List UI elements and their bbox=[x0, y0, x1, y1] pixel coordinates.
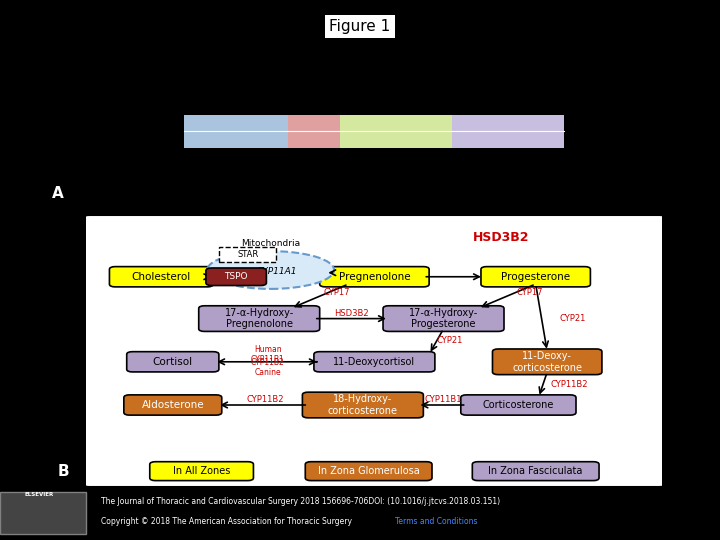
Text: In Zona Fasciculata: In Zona Fasciculata bbox=[488, 466, 583, 476]
Text: 17-α-Hydroxy-
Progesterone: 17-α-Hydroxy- Progesterone bbox=[409, 308, 478, 329]
FancyBboxPatch shape bbox=[124, 395, 222, 415]
Text: HSD3B2: HSD3B2 bbox=[473, 231, 529, 244]
FancyBboxPatch shape bbox=[84, 215, 665, 487]
Text: CYP17: CYP17 bbox=[517, 288, 543, 298]
Text: 17-α-Hydroxy-
Pregnenolone: 17-α-Hydroxy- Pregnenolone bbox=[225, 308, 294, 329]
Text: Thoracotomy: Thoracotomy bbox=[233, 73, 297, 83]
Text: T3: T3 bbox=[444, 201, 460, 211]
Text: Terms and Conditions: Terms and Conditions bbox=[395, 517, 477, 525]
Text: Anesthesia: Anesthesia bbox=[157, 73, 212, 83]
Text: STAR: STAR bbox=[237, 250, 258, 259]
Text: TSPO: TSPO bbox=[225, 272, 248, 281]
FancyBboxPatch shape bbox=[320, 267, 429, 287]
Text: Human
CYP11B1: Human CYP11B1 bbox=[251, 345, 284, 364]
Text: 0 min: 0 min bbox=[326, 161, 354, 172]
Text: B: B bbox=[58, 464, 69, 478]
Text: End Point: End Point bbox=[564, 73, 611, 83]
Text: 18-Hydroxy-
corticosterone: 18-Hydroxy- corticosterone bbox=[328, 394, 398, 416]
Text: CYP11B2: CYP11B2 bbox=[246, 395, 284, 403]
Text: Pregnenolone: Pregnenolone bbox=[338, 272, 410, 282]
FancyBboxPatch shape bbox=[0, 492, 86, 534]
Text: HSD3B2: HSD3B2 bbox=[334, 309, 369, 318]
FancyBboxPatch shape bbox=[109, 267, 213, 287]
Text: CYP17: CYP17 bbox=[324, 288, 350, 298]
Text: 120 min: 120 min bbox=[544, 161, 585, 172]
Text: CPB: CPB bbox=[330, 73, 350, 83]
FancyBboxPatch shape bbox=[383, 306, 504, 332]
FancyBboxPatch shape bbox=[314, 352, 435, 372]
FancyBboxPatch shape bbox=[127, 352, 219, 372]
FancyBboxPatch shape bbox=[472, 462, 599, 481]
FancyBboxPatch shape bbox=[461, 395, 576, 415]
Ellipse shape bbox=[207, 251, 334, 289]
Text: CYP11B1: CYP11B1 bbox=[425, 395, 462, 403]
Text: CYP11B2
Canine: CYP11B2 Canine bbox=[251, 358, 284, 377]
FancyBboxPatch shape bbox=[302, 392, 423, 418]
FancyBboxPatch shape bbox=[492, 349, 602, 375]
Text: Cholesterol: Cholesterol bbox=[132, 272, 191, 282]
Text: Copyright © 2018 The American Association for Thoracic Surgery: Copyright © 2018 The American Associatio… bbox=[101, 517, 354, 525]
Text: The Journal of Thoracic and Cardiovascular Surgery 2018 156696-706DOI: (10.1016/: The Journal of Thoracic and Cardiovascul… bbox=[101, 497, 500, 505]
Text: CYP21: CYP21 bbox=[436, 336, 462, 345]
Text: Corticosterone: Corticosterone bbox=[482, 400, 554, 410]
Text: In All Zones: In All Zones bbox=[173, 466, 230, 476]
FancyBboxPatch shape bbox=[481, 267, 590, 287]
Text: Figure 1: Figure 1 bbox=[329, 19, 391, 34]
Text: CYP11A1: CYP11A1 bbox=[256, 267, 297, 276]
Text: 60 min: 60 min bbox=[435, 161, 469, 172]
FancyBboxPatch shape bbox=[199, 306, 320, 332]
FancyBboxPatch shape bbox=[288, 114, 340, 148]
FancyBboxPatch shape bbox=[150, 462, 253, 481]
Text: CYP21: CYP21 bbox=[560, 314, 586, 323]
Text: T1: T1 bbox=[176, 201, 192, 211]
Text: Aldosterone: Aldosterone bbox=[142, 400, 204, 410]
Text: CYP11B2: CYP11B2 bbox=[550, 380, 588, 389]
FancyBboxPatch shape bbox=[305, 462, 432, 481]
FancyBboxPatch shape bbox=[452, 114, 564, 148]
Text: 11-Deoxycortisol: 11-Deoxycortisol bbox=[333, 357, 415, 367]
Text: T2: T2 bbox=[332, 201, 348, 211]
Text: Mitochondria: Mitochondria bbox=[241, 239, 300, 247]
Text: Progesterone: Progesterone bbox=[501, 272, 570, 282]
FancyBboxPatch shape bbox=[219, 247, 276, 262]
FancyBboxPatch shape bbox=[340, 114, 452, 148]
FancyBboxPatch shape bbox=[206, 268, 266, 286]
Text: 11-Deoxy-
corticosterone: 11-Deoxy- corticosterone bbox=[512, 351, 582, 373]
FancyBboxPatch shape bbox=[184, 114, 288, 148]
Text: A: A bbox=[52, 186, 63, 201]
Text: In Zona Glomerulosa: In Zona Glomerulosa bbox=[318, 466, 420, 476]
Text: T4: T4 bbox=[557, 201, 572, 211]
Text: Cortisol: Cortisol bbox=[153, 357, 193, 367]
Text: ELSEVIER: ELSEVIER bbox=[25, 492, 54, 497]
